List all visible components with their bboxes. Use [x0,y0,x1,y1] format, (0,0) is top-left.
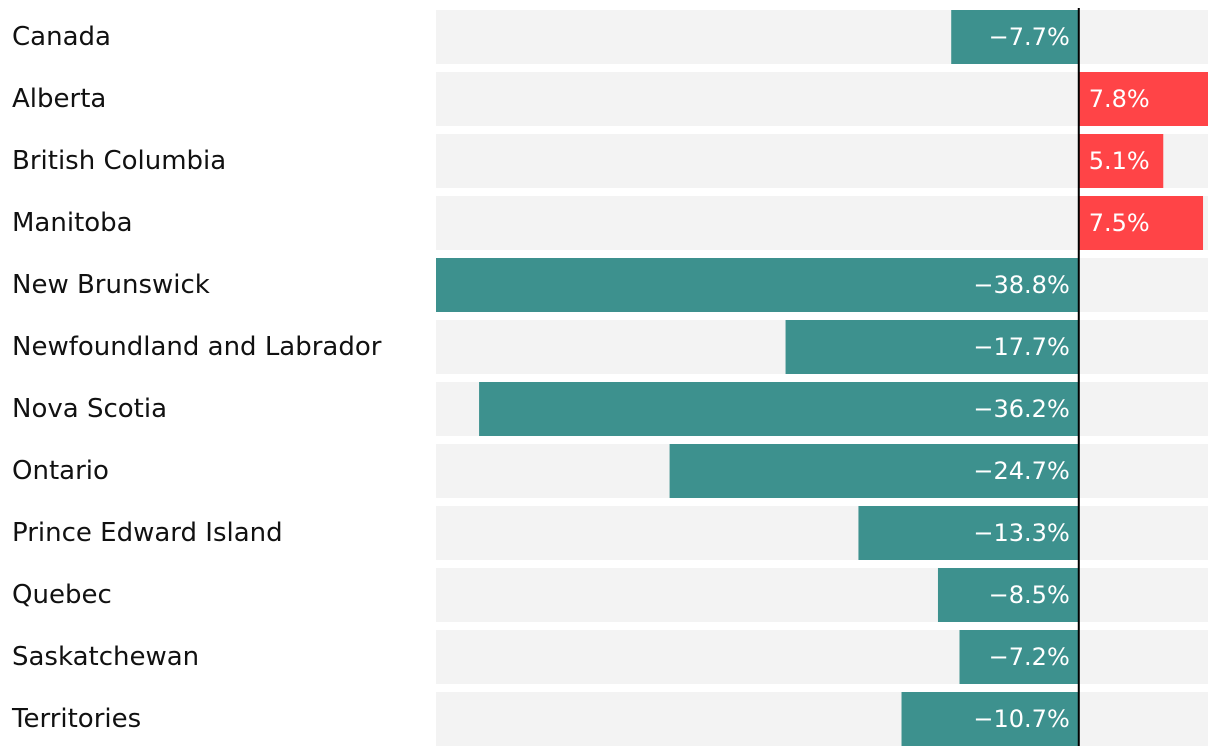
row-label-british-columbia: British Columbia [12,146,226,176]
row-label-ontario: Ontario [12,456,109,486]
value-label-british-columbia: 5.1% [1089,147,1150,175]
track-saskatchewan [436,630,1208,684]
value-labels: −7.7% 7.8% 5.1% 7.5% −38.8% −17.7% −36.2% −24.7… [973,23,1149,733]
track-quebec [436,568,1208,622]
track-canada [436,10,1208,64]
bars [436,10,1208,746]
row-label-quebec: Quebec [12,580,112,610]
value-label-alberta: 7.8% [1089,85,1150,113]
value-label-prince-edward-island: −13.3% [973,519,1069,547]
row-label-canada: Canada [12,22,111,52]
value-label-saskatchewan: −7.2% [989,643,1070,671]
value-label-manitoba: 7.5% [1089,209,1150,237]
row-label-manitoba: Manitoba [12,208,133,238]
row-labels: Canada Alberta British Columbia Manitoba New… [11,22,382,734]
value-label-ontario: −24.7% [973,457,1069,485]
value-label-canada: −7.7% [989,23,1070,51]
row-label-alberta: Alberta [12,84,106,114]
bar-alberta [1078,72,1208,126]
track-territories [436,692,1208,746]
bar-nova-scotia [479,382,1079,436]
bar-prince-edward-island [858,506,1079,560]
row-label-nova-scotia: Nova Scotia [12,394,167,424]
value-label-new-brunswick: −38.8% [973,271,1069,299]
bar-newfoundland-and-labrador [785,320,1079,374]
bar-ontario [669,444,1079,498]
value-label-territories: −10.7% [973,705,1069,733]
value-label-quebec: −8.5% [989,581,1070,609]
row-label-new-brunswick: New Brunswick [12,270,210,300]
value-label-newfoundland-and-labrador: −17.7% [973,333,1069,361]
track-prince-edward-island [436,506,1208,560]
bar-canada [951,10,1079,64]
row-label-prince-edward-island: Prince Edward Island [12,518,283,548]
row-label-newfoundland-and-labrador: Newfoundland and Labrador [12,332,382,362]
bar-manitoba [1078,196,1204,250]
bar-new-brunswick [436,258,1079,312]
row-label-saskatchewan: Saskatchewan [12,642,199,672]
row-label-territories: Territories [11,704,141,734]
value-label-nova-scotia: −36.2% [973,395,1069,423]
bar-saskatchewan [959,630,1079,684]
bar-territories [901,692,1079,746]
bar-quebec [937,568,1079,622]
bar-british-columbia [1078,134,1164,188]
